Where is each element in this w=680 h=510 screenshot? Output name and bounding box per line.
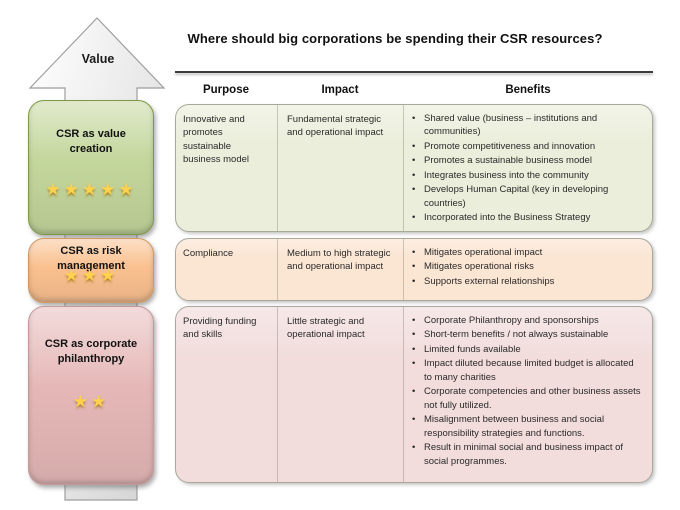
star-rating: ★★★★★ (45, 180, 137, 199)
column-header-purpose: Purpose (202, 84, 249, 96)
benefit-item: Misalignment between business and social… (409, 413, 644, 440)
page-title: Where should big corporations be spendin… (187, 31, 603, 46)
category-box-risk-management: CSR as risk management ★★★ (28, 238, 154, 303)
table-row-risk-management: Compliance Medium to high strategic and … (175, 238, 653, 301)
column-header-impact: Impact (321, 84, 359, 96)
benefits-list: Shared value (business – institutions an… (409, 112, 644, 225)
benefits-cell: Mitigates operational impactMitigates op… (404, 239, 652, 300)
benefit-item: Promote competitiveness and innovation (409, 140, 644, 154)
impact-cell: Medium to high strategic and operational… (278, 239, 404, 300)
benefits-cell: Shared value (business – institutions an… (404, 105, 652, 231)
benefit-item: Corporate Philanthropy and sponsorships (409, 314, 644, 328)
column-header-benefits: Benefits (505, 84, 551, 96)
benefit-item: Incorporated into the Business Strategy (409, 211, 644, 225)
benefit-item: Promotes a sustainable business model (409, 154, 644, 168)
table-row-value-creation: Innovative and promotes sustainable busi… (175, 104, 653, 232)
star-rating: ★★★ (63, 266, 119, 285)
benefit-item: Develops Human Capital (key in developin… (409, 183, 644, 210)
star-rating: ★★ (72, 392, 110, 411)
benefit-item: Result in minimal social and business im… (409, 441, 644, 468)
category-box-value-creation: CSR as value creation ★★★★★ (28, 100, 154, 235)
benefits-list: Corporate Philanthropy and sponsorshipsS… (409, 314, 644, 468)
table-row-corporate-philanthropy: Providing funding and skills Little stra… (175, 306, 653, 483)
benefit-item: Short-term benefits / not always sustain… (409, 328, 644, 342)
purpose-cell: Providing funding and skills (176, 307, 278, 482)
benefits-cell: Corporate Philanthropy and sponsorshipsS… (404, 307, 652, 482)
benefit-item: Supports external relationships (409, 275, 644, 289)
benefit-item: Mitigates operational impact (409, 246, 644, 260)
benefit-item: Shared value (business – institutions an… (409, 112, 644, 139)
benefit-item: Integrates business into the community (409, 169, 644, 183)
benefit-item: Mitigates operational risks (409, 260, 644, 274)
impact-cell: Little strategic and operational impact (278, 307, 404, 482)
category-label: CSR as value creation (56, 128, 126, 155)
category-label: CSR as risk management (57, 245, 125, 272)
impact-cell: Fundamental strategic and operational im… (278, 105, 404, 231)
purpose-cell: Compliance (176, 239, 278, 300)
category-label: CSR as corporate philanthropy (44, 338, 138, 365)
benefit-item: Impact diluted because limited budget is… (409, 357, 644, 384)
value-arrow-label: Value (81, 52, 115, 66)
benefit-item: Limited funds available (409, 343, 644, 357)
purpose-cell: Innovative and promotes sustainable busi… (176, 105, 278, 231)
title-underline (175, 71, 653, 73)
benefits-list: Mitigates operational impactMitigates op… (409, 246, 644, 289)
category-box-corporate-philanthropy: CSR as corporate philanthropy ★★ (28, 306, 154, 485)
benefit-item: Corporate competencies and other busines… (409, 385, 644, 412)
